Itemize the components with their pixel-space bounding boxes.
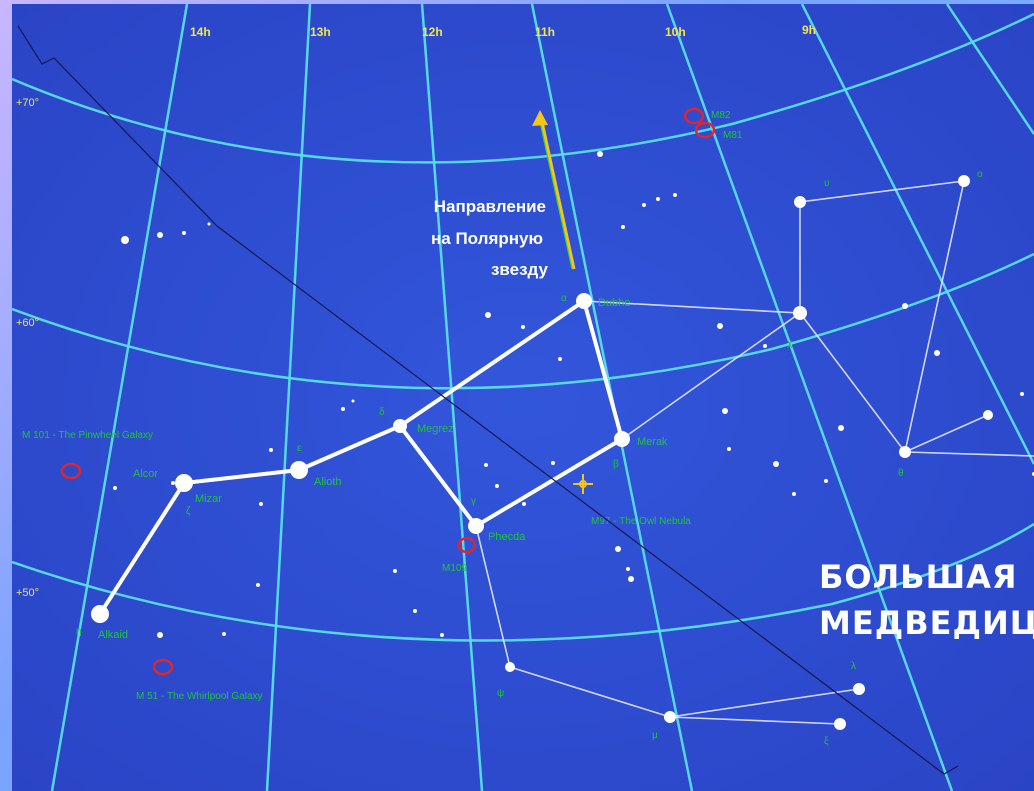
label-omicron: ο — [977, 169, 983, 180]
m109-marker — [457, 536, 477, 554]
label-theta: θ — [898, 468, 904, 479]
m51-marker — [152, 658, 174, 676]
label-phecda: Phecda — [488, 531, 526, 543]
label-dubhe: Dubhe — [598, 297, 630, 309]
star-alkaid — [91, 605, 109, 623]
star-kappa — [983, 410, 993, 420]
ra-line-8h — [945, 4, 1034, 135]
star-psi — [505, 662, 515, 672]
label-alcor: Alcor — [133, 468, 158, 480]
title-line-2: МЕДВЕДИЦА — [819, 604, 1034, 642]
label-merak: Merak — [637, 436, 668, 448]
label-m51: M 51 - The Whirlpool Galaxy — [136, 691, 263, 702]
star-mizar — [175, 474, 193, 492]
label-megrez-greek: δ — [379, 407, 385, 418]
label-alkaid: Alkaid — [98, 629, 128, 641]
ra-labels: 14h 13h 12h 11h 10h 9h — [190, 23, 816, 39]
m101-marker — [60, 462, 82, 480]
star-nu — [834, 718, 846, 730]
direction-line-2: на Полярную — [431, 229, 543, 248]
bear-leg — [475, 525, 860, 725]
ra-line-9h — [800, 4, 1034, 465]
label-m101: M 101 - The Pinwheel Galaxy — [22, 430, 153, 441]
label-mizar: Mizar — [195, 493, 222, 505]
dec-circle-70 — [12, 12, 1034, 164]
label-xi: ξ — [824, 736, 829, 747]
label-megrez: Megrez — [417, 423, 454, 435]
constellation-lines — [98, 297, 625, 616]
star-lambda — [853, 683, 865, 695]
constellation-lines-thin — [475, 180, 1034, 725]
label-chi: χ — [787, 338, 793, 349]
dec-labels: +70° +60° +50° — [16, 97, 39, 599]
constellation-title: БОЛЬШАЯ МЕДВЕДИЦА — [819, 558, 1034, 642]
label-m81: M81 — [723, 130, 743, 141]
ra-line-12h — [420, 4, 484, 791]
ra-label-11h: 11h — [535, 25, 555, 39]
ra-line-14h — [50, 4, 189, 791]
star-dubhe — [576, 293, 592, 309]
label-phecda-greek: γ — [471, 496, 476, 507]
label-m82: M82 — [711, 110, 731, 121]
object-labels: M 101 - The Pinwheel Galaxy M 51 - The W… — [22, 110, 743, 702]
label-dubhe-greek: α — [561, 293, 567, 304]
bright-stars — [91, 175, 993, 730]
ra-label-9h: 9h — [802, 23, 816, 37]
title-line-1: БОЛЬШАЯ — [819, 558, 1018, 596]
star-chart: 14h 13h 12h 11h 10h 9h +70° +60° +50° На… — [12, 4, 1034, 791]
label-mizar-greek: ζ — [186, 506, 191, 517]
direction-line-3: звезду — [491, 260, 549, 279]
big-dipper-handle — [98, 297, 625, 616]
ra-label-12h: 12h — [422, 25, 443, 39]
ra-line-10h — [665, 4, 954, 791]
star-theta — [899, 446, 911, 458]
label-alioth: Alioth — [314, 476, 342, 488]
declination-grid — [12, 12, 1034, 642]
label-merak-greek: β — [613, 459, 619, 470]
overlay-diagonal-line — [17, 25, 959, 775]
ra-label-14h: 14h — [190, 25, 211, 39]
ra-grid — [50, 4, 1034, 791]
ra-line-13h — [265, 4, 312, 791]
label-lambda: λ — [851, 661, 856, 672]
dec-circle-60 — [12, 252, 1034, 390]
label-alioth-greek: ε — [297, 443, 302, 454]
deep-sky-objects — [60, 107, 716, 676]
label-m97: M97 - The Owl Nebula — [591, 516, 691, 527]
dec-label-70: +70° — [16, 97, 39, 109]
star-omicron — [958, 175, 970, 187]
star-upsilon — [794, 196, 806, 208]
label-m109: M109 — [442, 563, 467, 574]
dec-label-50: +50° — [16, 587, 39, 599]
faint-stars — [113, 151, 1034, 638]
m82-marker — [683, 107, 705, 125]
star-megrez — [393, 419, 407, 433]
m97-marker — [573, 474, 593, 494]
ra-label-10h: 10h — [665, 25, 686, 39]
star-alioth — [290, 461, 308, 479]
dec-circle-50 — [12, 522, 1034, 642]
label-psi: ψ — [497, 688, 504, 699]
label-upsilon: υ — [824, 178, 829, 189]
label-mu: μ — [652, 730, 658, 741]
label-alkaid-greek: η — [76, 626, 82, 637]
direction-label: Направление на Полярную звезду — [431, 197, 549, 279]
star-phecda — [468, 518, 484, 534]
arrow-head-icon — [532, 110, 548, 126]
bear-back — [621, 311, 1034, 457]
ra-label-13h: 13h — [310, 25, 331, 39]
bear-front — [583, 180, 989, 454]
star-mu — [664, 711, 676, 723]
direction-line-1: Направление — [434, 197, 546, 216]
star-chi — [793, 306, 807, 320]
star-labels: α Dubhe Merak β γ Phecda δ Megrez ε Alio… — [76, 169, 983, 747]
polaris-arrow — [532, 110, 576, 270]
star-merak — [614, 431, 630, 447]
m81-marker — [694, 121, 716, 139]
dec-label-60: +60° — [16, 317, 39, 329]
